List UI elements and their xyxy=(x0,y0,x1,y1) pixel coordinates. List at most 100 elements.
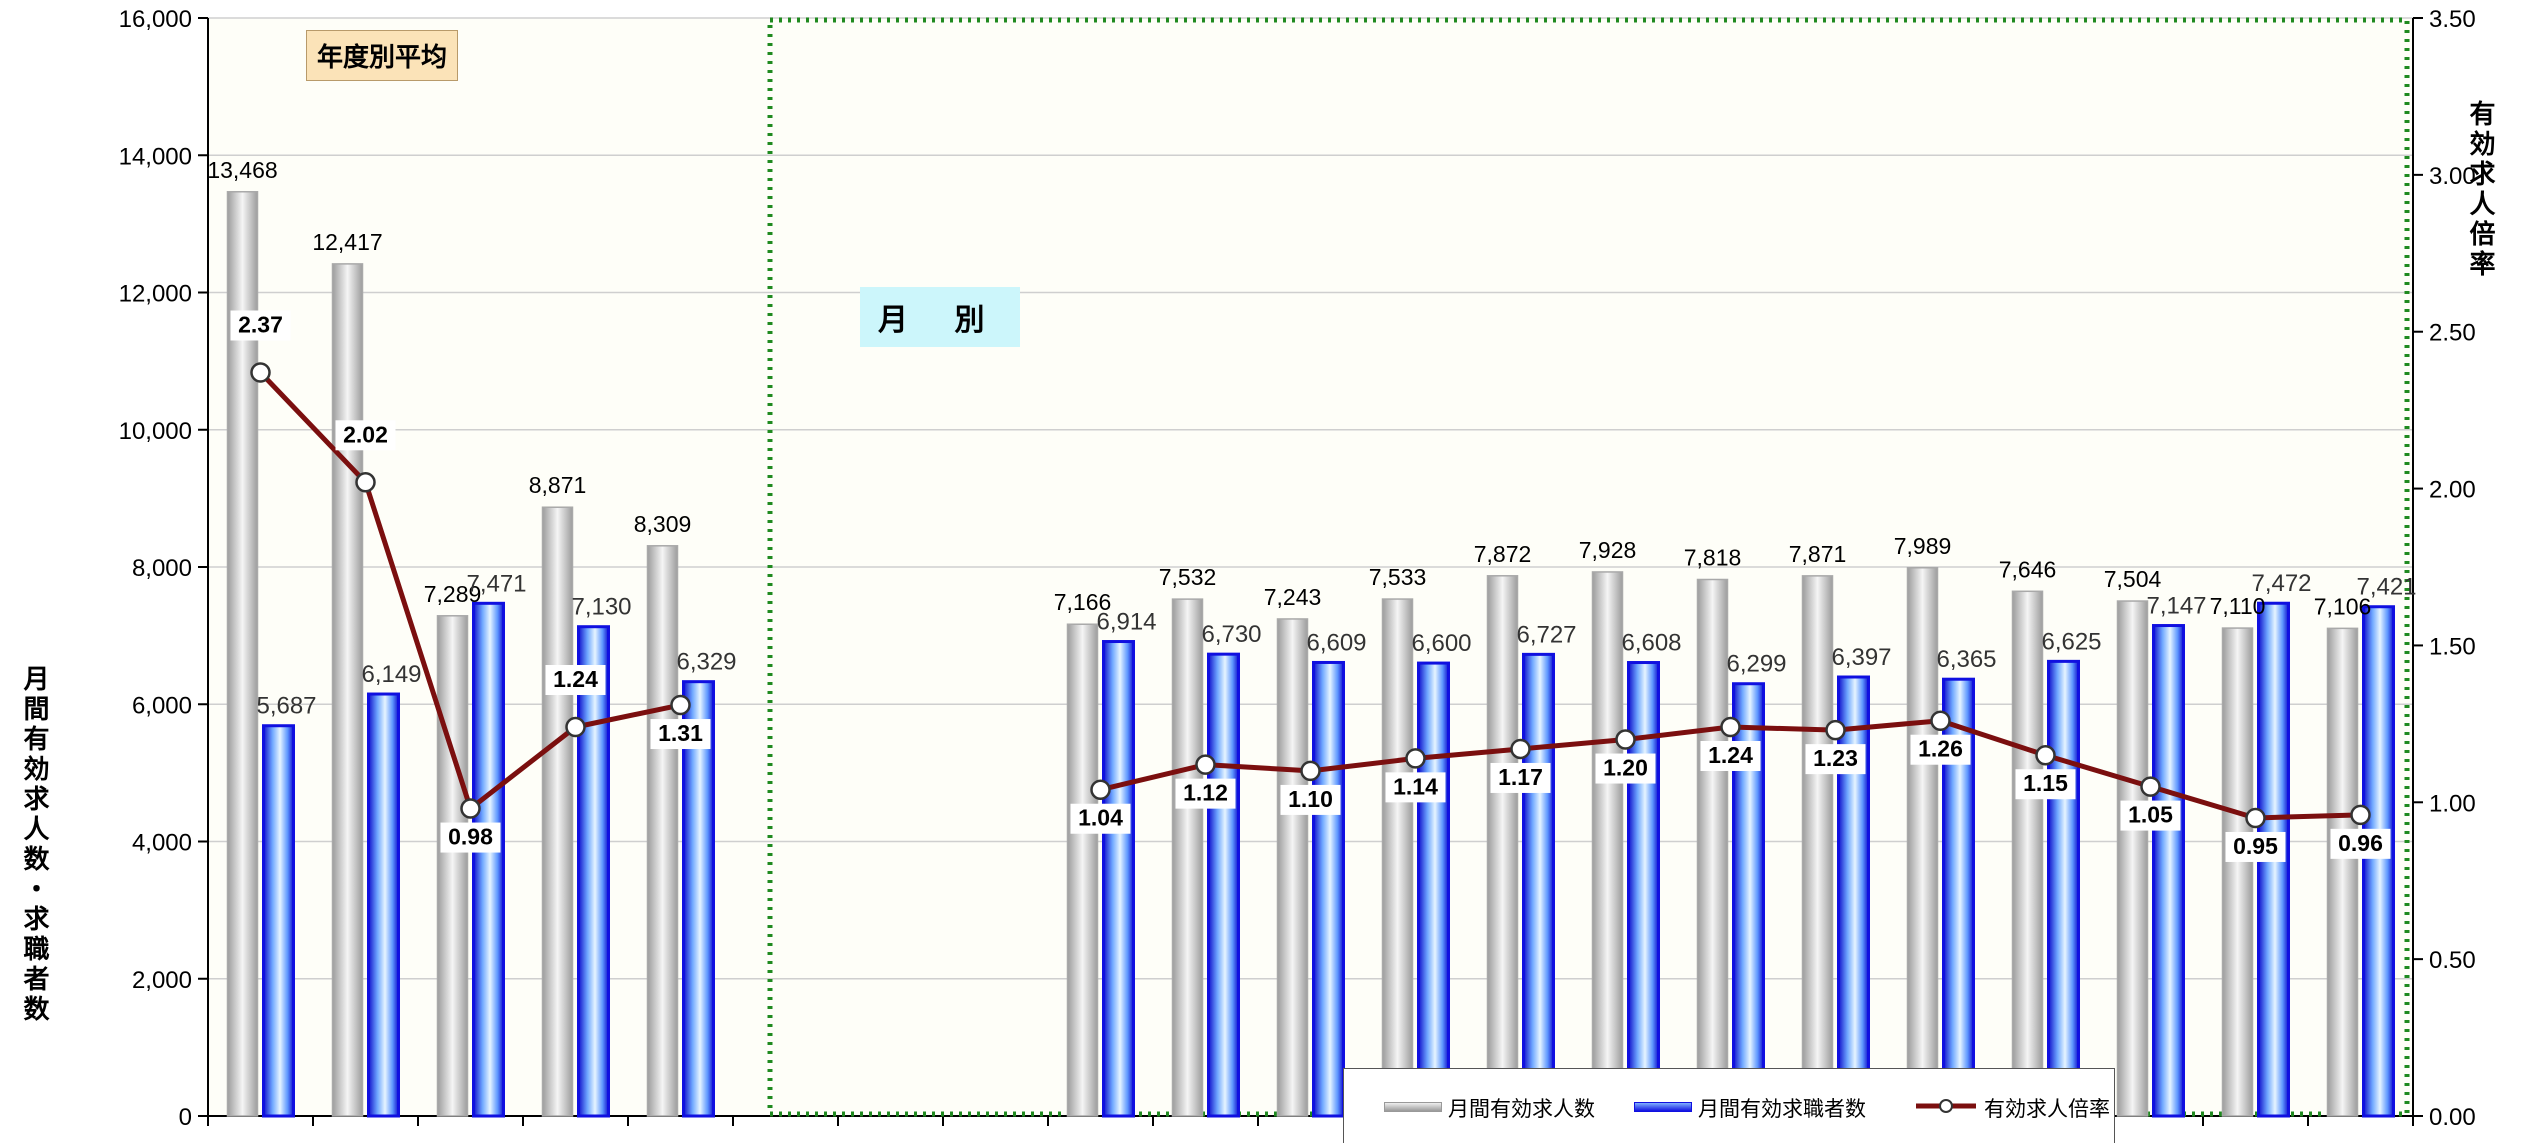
ratio-point xyxy=(1930,710,1951,731)
y2-tick-label: 0.50 xyxy=(2429,947,2476,974)
label-job-openings: 7,504 xyxy=(2104,566,2162,592)
label-job-seekers: 7,130 xyxy=(571,594,631,621)
label-ratio-bg xyxy=(2015,769,2076,800)
ratio-point xyxy=(355,472,376,493)
label-job-seekers: 7,147 xyxy=(2146,593,2206,620)
label-ratio-bg xyxy=(1910,734,1971,765)
bar-job-seekers xyxy=(577,625,610,1118)
label-job-seekers: 6,397 xyxy=(1831,644,1891,671)
bar-job-openings xyxy=(436,615,469,1117)
ratio-point xyxy=(2035,744,2056,766)
bar-job-openings xyxy=(1696,578,1729,1117)
label-job-seekers: 6,625 xyxy=(2041,628,2101,655)
label-job-seekers: 6,299 xyxy=(1726,651,1786,678)
label-job-openings: 7,871 xyxy=(1789,541,1847,567)
label-job-openings: 7,289 xyxy=(424,581,482,607)
label-ratio: 1.26 xyxy=(1918,736,1963,762)
label-ratio: 2.37 xyxy=(238,311,283,337)
legend-swatch-job-openings xyxy=(1384,1102,1442,1112)
y2-tick-label: 1.50 xyxy=(2429,633,2476,660)
y-tick-label: 4,000 xyxy=(132,830,192,857)
bar-job-seekers xyxy=(1837,675,1870,1118)
legend-label-job-openings: 月間有効求人数 xyxy=(1448,1097,1595,1121)
legend-label-job-seekers: 月間有効求職者数 xyxy=(1698,1097,1866,1121)
bar-job-seekers xyxy=(472,601,505,1118)
label-job-openings: 8,871 xyxy=(529,472,587,498)
ratio-point xyxy=(670,694,691,716)
label-ratio-bg xyxy=(1805,744,1866,775)
label-ratio-bg xyxy=(1700,740,1761,771)
bar-job-openings xyxy=(1381,598,1414,1117)
label-job-openings: 8,309 xyxy=(634,511,692,537)
label-job-openings: 7,872 xyxy=(1474,541,1532,567)
label-job-openings: 7,818 xyxy=(1684,544,1742,570)
y-tick-label: 10,000 xyxy=(119,418,192,445)
label-job-openings: 7,646 xyxy=(1999,556,2057,582)
bar-job-openings xyxy=(331,263,364,1117)
label-job-openings: 7,989 xyxy=(1894,533,1952,559)
label-ratio: 1.17 xyxy=(1498,764,1543,790)
label-job-seekers: 6,365 xyxy=(1936,646,1996,673)
bar-job-openings xyxy=(1171,598,1204,1117)
label-ratio-bg xyxy=(2330,828,2391,859)
bar-job-seekers xyxy=(2047,659,2080,1118)
bar-job-openings xyxy=(1906,567,1939,1117)
label-job-openings: 7,533 xyxy=(1369,564,1427,590)
bar-job-openings xyxy=(1801,575,1834,1117)
bar-job-openings xyxy=(1486,575,1519,1117)
bar-job-openings xyxy=(2326,627,2359,1117)
label-ratio-bg xyxy=(1280,784,1341,815)
label-ratio: 1.20 xyxy=(1603,755,1648,781)
bar-job-openings xyxy=(646,545,679,1117)
bar-job-seekers xyxy=(2362,605,2395,1118)
label-ratio-bg xyxy=(1595,753,1656,784)
y-tick-label: 16,000 xyxy=(119,6,192,33)
label-job-openings: 7,166 xyxy=(1054,589,1112,615)
bar-job-openings xyxy=(1276,618,1309,1117)
y2-tick-label: 0.00 xyxy=(2429,1104,2476,1131)
label-job-seekers: 7,421 xyxy=(2356,574,2416,601)
label-job-openings: 7,532 xyxy=(1159,564,1217,590)
label-job-openings: 7,110 xyxy=(2210,593,2266,619)
ratio-point xyxy=(1300,760,1321,782)
label-ratio-bg xyxy=(1175,778,1236,809)
ratio-point xyxy=(1090,779,1111,800)
label-ratio: 1.12 xyxy=(1183,780,1228,806)
label-job-seekers: 6,730 xyxy=(1201,621,1261,648)
label-job-openings: 7,243 xyxy=(1264,584,1322,610)
label-job-seekers: 6,149 xyxy=(361,661,421,688)
bar-job-seekers xyxy=(1627,661,1660,1118)
ratio-point xyxy=(1195,754,1216,775)
axes: 0 2,000 4,000 6,000 8,000 10,000 12,000 14,000 1… xyxy=(119,6,2476,1131)
ratio-point xyxy=(460,798,481,819)
bar-job-openings xyxy=(2221,627,2254,1117)
bar-job-seekers xyxy=(682,680,715,1118)
label-ratio-bg xyxy=(1490,762,1551,793)
label-ratio-bg xyxy=(440,822,501,853)
bar-job-seekers xyxy=(262,724,295,1118)
label-job-seekers: 6,600 xyxy=(1411,630,1471,657)
y-tick-label: 0 xyxy=(179,1104,192,1131)
label-job-openings: 7,928 xyxy=(1579,537,1637,563)
label-ratio: 2.02 xyxy=(343,421,388,447)
bar-job-seekers xyxy=(2152,624,2185,1118)
legend-label-ratio: 有効求人倍率 xyxy=(1984,1097,2110,1121)
label-ratio-bg xyxy=(335,420,396,451)
label-ratio-bg xyxy=(1070,803,1131,834)
label-ratio-bg xyxy=(1385,772,1446,803)
bar-job-seekers xyxy=(1207,652,1240,1118)
label-job-seekers: 7,472 xyxy=(2251,570,2311,597)
y2-tick-label: 2.00 xyxy=(2429,477,2476,504)
ratio-point xyxy=(1720,716,1741,738)
ratio-point xyxy=(2350,804,2371,826)
label-ratio-bg xyxy=(545,664,606,695)
label-job-openings: 13,468 xyxy=(207,157,277,183)
label-ratio-bg xyxy=(230,310,291,341)
label-ratio: 0.96 xyxy=(2338,830,2383,856)
y2-axis-label: 有効求人倍率 xyxy=(2465,100,2495,280)
label-ratio: 1.04 xyxy=(1078,805,1123,831)
label-ratio: 1.24 xyxy=(553,666,598,692)
label-ratio-bg xyxy=(2120,800,2181,831)
y2-tick-label: 1.00 xyxy=(2429,790,2476,817)
